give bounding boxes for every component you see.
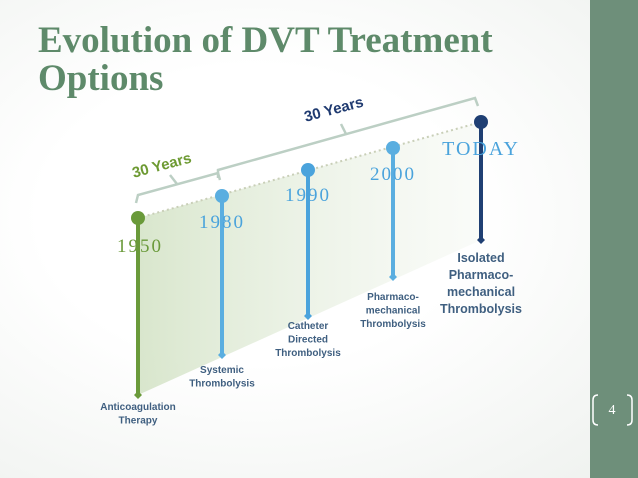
milestone-label: Catheter: [288, 321, 329, 332]
milestone-tip: [304, 312, 312, 320]
milestone-dot: [131, 211, 145, 225]
milestone-dot: [386, 141, 400, 155]
milestone-label: Therapy: [119, 416, 158, 427]
span-brace: [339, 123, 348, 135]
span-brace: [169, 174, 178, 185]
milestone-tip: [477, 236, 485, 244]
title: Options: [38, 58, 163, 99]
milestone-label: mechanical: [447, 285, 515, 299]
milestone-year: 2000: [370, 164, 416, 185]
milestone-label: Thrombolysis: [275, 348, 341, 359]
side-strip: [590, 0, 638, 478]
milestone-label: Anticoagulation: [100, 402, 176, 413]
milestone-label: Directed: [288, 335, 328, 346]
milestone-tip: [389, 273, 397, 281]
milestone-dot: [474, 115, 488, 129]
span-label: 30 Years: [302, 94, 365, 126]
milestone-dot: [215, 189, 229, 203]
milestone-year: 1980: [199, 212, 245, 233]
milestone-label: Systemic: [200, 365, 244, 376]
page-number-frame: [592, 394, 633, 426]
page-number: 4: [609, 403, 616, 418]
milestone-label: Isolated: [457, 251, 504, 265]
milestone-label: Pharmaco-: [449, 268, 514, 282]
span-label: 30 Years: [130, 150, 193, 182]
milestone-year: 1950: [117, 236, 163, 257]
span-brace: [216, 96, 480, 178]
milestone-label: Thrombolysis: [440, 302, 522, 316]
milestone-tip: [218, 351, 226, 359]
milestone-year: 1990: [285, 185, 331, 206]
milestone-label: mechanical: [366, 306, 421, 317]
milestone-tip: [134, 391, 142, 399]
milestone-label: Thrombolysis: [360, 319, 426, 330]
milestone-label: Pharmaco-: [367, 292, 419, 303]
milestone-dot: [301, 163, 315, 177]
title: Evolution of DVT Treatment: [38, 20, 493, 61]
timeline-axis: [137, 121, 482, 219]
milestone-label: Thrombolysis: [189, 379, 255, 390]
milestone-year: TODAY: [442, 138, 520, 160]
